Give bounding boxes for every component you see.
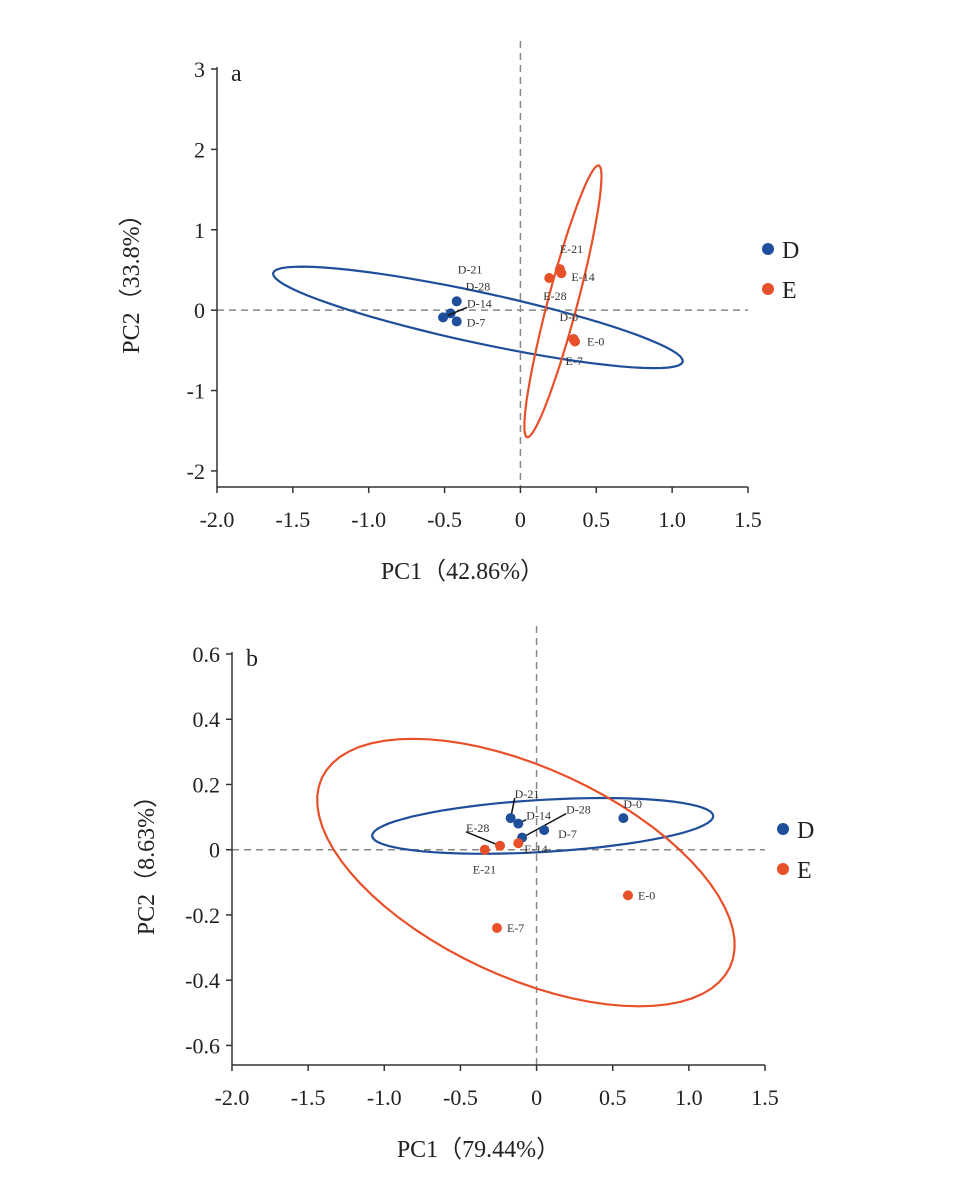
point-label: E-0 <box>638 888 655 902</box>
legend-label: D <box>797 818 814 844</box>
y-tick-label: 0.4 <box>193 707 221 732</box>
x-tick-label: 1.5 <box>751 1085 779 1110</box>
x-tick-label: -0.5 <box>443 1085 478 1110</box>
legend-label: E <box>782 278 797 304</box>
point-label: E-21 <box>473 863 496 877</box>
x-tick-label: -0.5 <box>427 507 462 532</box>
y-axis-title: PC2（33.8%） <box>119 202 145 353</box>
y-tick-label: 2 <box>194 137 205 162</box>
data-point-E-7 <box>491 923 502 933</box>
panel-label: b <box>246 646 258 672</box>
x-tick-label: 1.5 <box>734 507 762 532</box>
point-label: D-28 <box>566 803 591 817</box>
x-tick-label: 1.0 <box>675 1085 703 1110</box>
data-point-E-14 <box>556 268 567 279</box>
point-label: D-14 <box>467 296 492 310</box>
y-tick-label: -0.6 <box>185 1033 220 1058</box>
legend-marker-E <box>762 283 774 295</box>
data-point-D-7 <box>539 825 550 836</box>
y-tick-label: 0 <box>194 298 205 323</box>
data-point-D-14 <box>438 312 449 323</box>
y-tick-label: 0.2 <box>193 772 221 797</box>
legend-marker-D <box>777 823 789 835</box>
point-label: D-14 <box>526 809 551 823</box>
point-label: E-14 <box>524 842 547 856</box>
data-point-E-21 <box>479 844 490 855</box>
x-tick-label: -1.5 <box>291 1085 326 1110</box>
point-label: E-14 <box>571 270 594 284</box>
x-tick-label: 1.0 <box>658 507 686 532</box>
y-tick-label: -1 <box>187 379 205 404</box>
legend-marker-E <box>777 863 789 875</box>
x-tick-label: 0.5 <box>583 507 611 532</box>
y-tick-label: -0.2 <box>185 903 220 928</box>
y-tick-label: -2 <box>187 459 205 484</box>
y-axis-title: PC2（8.63%） <box>134 784 160 935</box>
x-tick-label: -1.0 <box>367 1085 402 1110</box>
x-tick-label: 0 <box>515 507 526 532</box>
point-label: E-28 <box>466 821 489 835</box>
legend-label: E <box>797 858 812 884</box>
point-label: D-21 <box>458 262 483 276</box>
data-point-E-28 <box>495 840 506 851</box>
data-point-E-7 <box>568 334 579 345</box>
confidence-ellipse-D <box>271 265 684 370</box>
point-label: E-0 <box>587 335 604 349</box>
point-label: D-7 <box>467 315 486 329</box>
y-tick-label: -0.4 <box>185 968 220 993</box>
data-point-E-14 <box>513 838 524 849</box>
x-axis-title: PC1（42.86%） <box>381 559 544 585</box>
data-point-E-28 <box>544 273 555 283</box>
point-label: D-0 <box>560 310 579 324</box>
data-point-D-7 <box>451 316 462 327</box>
point-label: D-28 <box>466 279 491 293</box>
x-tick-label: -2.0 <box>200 507 235 532</box>
data-point-D-21 <box>451 296 462 307</box>
leader-line <box>465 831 501 847</box>
point-label: E-7 <box>566 354 583 368</box>
confidence-ellipse-D <box>370 796 715 855</box>
point-label: D-21 <box>515 787 540 801</box>
point-label: E-7 <box>507 921 524 935</box>
x-axis-title: PC1（79.44%） <box>397 1137 560 1163</box>
point-label: E-28 <box>543 289 566 303</box>
y-tick-label: 0 <box>209 838 220 863</box>
y-tick-label: 3 <box>194 57 205 82</box>
legend-label: D <box>782 238 799 264</box>
data-point-D-0 <box>618 813 629 824</box>
y-tick-label: 0.6 <box>193 642 221 667</box>
y-tick-label: 1 <box>194 218 205 243</box>
confidence-ellipse-E <box>316 737 736 1008</box>
data-point-D-14 <box>513 818 524 829</box>
legend-marker-D <box>762 243 774 255</box>
x-tick-label: -1.5 <box>275 507 310 532</box>
x-tick-label: -2.0 <box>215 1085 250 1110</box>
panel-b: -2.0 -1.5 -1.0 -0.5 0 0.5 1.0 1.5 0.6 0.4 0.2 0 -0.2… <box>134 626 814 1163</box>
data-point-E-0 <box>622 890 633 901</box>
x-tick-label: -1.0 <box>351 507 386 532</box>
confidence-ellipse-E <box>523 164 603 439</box>
panel-a-background <box>122 18 810 592</box>
panel-label: a <box>231 61 242 87</box>
point-label: E-21 <box>560 242 583 256</box>
point-label: D-0 <box>623 797 642 811</box>
panel-a: -2.0 -1.5 -1.0 -0.5 0 0.5 1.0 1.5 3 2 1 0 -1 -2 a PC1（4… <box>119 41 799 585</box>
point-label: D-7 <box>558 827 577 841</box>
x-tick-label: 0 <box>531 1085 542 1110</box>
data-point-D-21 <box>505 813 516 824</box>
x-tick-label: 0.5 <box>599 1085 627 1110</box>
